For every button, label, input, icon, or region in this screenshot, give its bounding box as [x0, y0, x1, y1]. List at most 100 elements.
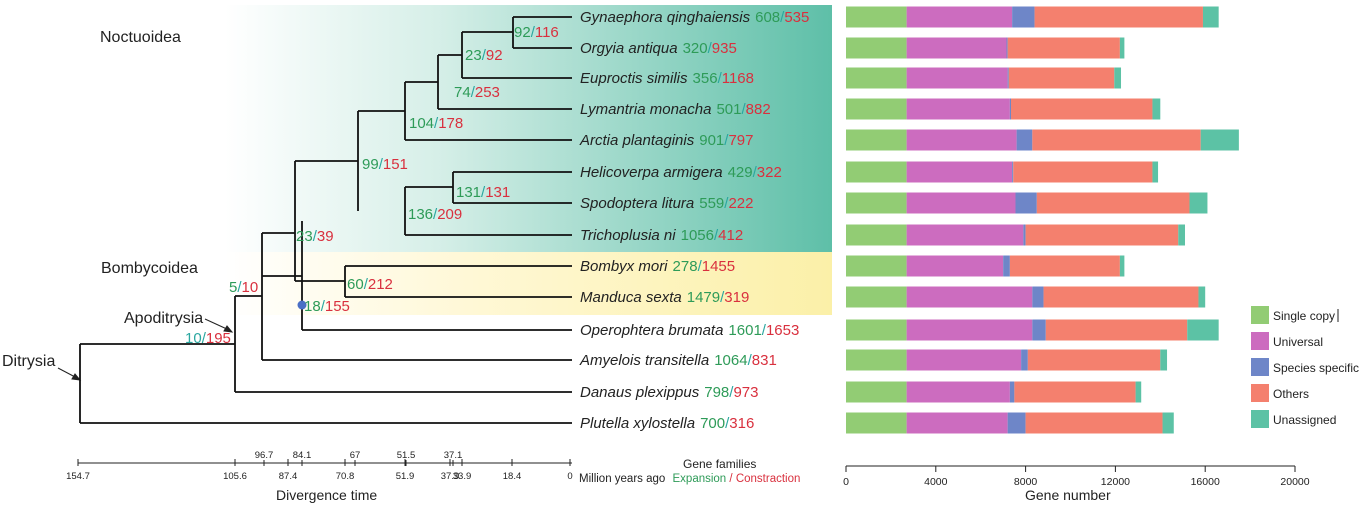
bar-segment-unassigned — [1119, 255, 1125, 277]
bar-segment-unassigned — [1200, 129, 1239, 151]
time-tick-label: 0 — [567, 471, 572, 482]
species-contraction: 1168 — [722, 70, 754, 87]
species-separator: / — [780, 9, 785, 26]
bar-segment-others — [1036, 192, 1190, 214]
bar-segment-universal — [906, 286, 1033, 308]
time-tick-label: 154.7 — [66, 471, 90, 482]
time-axis: 154.7 105.6 87.4 70.8 51.9 37.933.9 18.4 0 96.7 8… — [66, 450, 573, 482]
species-name: Arctia plantaginis — [579, 132, 695, 149]
bar-segment-single-copy — [846, 381, 907, 403]
bar-segment-universal — [906, 67, 1008, 89]
species-separator: / — [720, 289, 725, 306]
bar-legend: Single copy Universal Species specific Othe… — [1251, 306, 1359, 428]
species-contraction: 412 — [718, 227, 743, 244]
node-separator: / — [364, 276, 369, 293]
node-expansion: 99 — [362, 156, 379, 173]
species-name: Plutella xylostella — [580, 415, 695, 432]
bar-segment-single-copy — [846, 255, 907, 277]
clade-noctuoidea: Noctuoidea — [100, 29, 181, 46]
node-label-bm-ms: 60/212 — [347, 276, 393, 293]
time-upper-tick-label: 67 — [350, 450, 361, 461]
bar-segment-universal — [906, 129, 1017, 151]
species-label: Gynaephora qinghaiensis 608/535 — [580, 9, 809, 26]
species-contraction: 935 — [712, 40, 737, 57]
bar-segment-others — [1032, 129, 1201, 151]
gene-tick-label: 12000 — [1101, 476, 1130, 488]
legend-swatch — [1251, 410, 1269, 428]
gene-tick-label: 4000 — [924, 476, 948, 488]
bar-segment-single-copy — [846, 98, 907, 120]
node-label-macro: 23/39 — [296, 228, 334, 245]
node-expansion: 23 — [465, 47, 482, 64]
species-contraction: 535 — [784, 9, 809, 26]
species-expansion: 608 — [755, 9, 780, 26]
bar-segment-others — [1043, 286, 1199, 308]
legend-swatch — [1251, 332, 1269, 350]
bar-segment-species-specific — [1015, 192, 1037, 214]
unit-label: Million years ago — [579, 473, 665, 485]
bar-segment-universal — [906, 255, 1004, 277]
species-expansion: 700 — [700, 415, 725, 432]
node-expansion: 74 — [454, 84, 471, 101]
species-separator: / — [729, 384, 734, 401]
node-expansion: 104 — [409, 115, 434, 132]
species-name: Manduca sexta — [580, 289, 682, 306]
bar-segment-others — [1045, 319, 1188, 341]
bar-segment-species-specific — [1009, 98, 1012, 120]
node-expansion: 18 — [304, 298, 321, 315]
expansion-label: Expansion — [673, 473, 727, 485]
species-expansion: 320 — [683, 40, 708, 57]
node-label-noctuidae: 136/209 — [408, 206, 462, 223]
gene-tick-label: 20000 — [1280, 476, 1309, 488]
bar-segment-single-copy — [846, 129, 907, 151]
bar-segment-single-copy — [846, 349, 907, 371]
bar-segment-single-copy — [846, 6, 907, 28]
species-expansion: 1056 — [681, 227, 714, 244]
bar-segment-species-specific — [1009, 381, 1015, 403]
node-contraction: 178 — [438, 115, 463, 132]
bar-segment-single-copy — [846, 67, 907, 89]
node-separator: / — [237, 279, 242, 296]
node-contraction: 209 — [437, 206, 462, 223]
legend-swatch — [1251, 306, 1269, 324]
bar-segment-unassigned — [1189, 192, 1208, 214]
legend-label: Species specific — [1273, 361, 1359, 375]
bar-segment-single-copy — [846, 37, 907, 59]
species-contraction: 882 — [746, 101, 771, 118]
bar-segment-others — [1007, 37, 1120, 59]
species-name: Lymantria monacha — [580, 101, 711, 118]
node-expansion: 136 — [408, 206, 433, 223]
bar-segment-species-specific — [1003, 255, 1010, 277]
species-expansion: 1601 — [728, 322, 761, 339]
time-tick-label: 70.8 — [336, 471, 355, 482]
bar-segment-universal — [906, 349, 1022, 371]
bar-segment-unassigned — [1135, 381, 1142, 403]
bar-segment-others — [1025, 224, 1179, 246]
species-separator: / — [698, 258, 703, 275]
species-separator: / — [724, 132, 729, 149]
species-contraction: 316 — [729, 415, 754, 432]
bar-segment-others — [1027, 349, 1161, 371]
bar-segment-single-copy — [846, 224, 907, 246]
bar-segment-unassigned — [1152, 161, 1159, 183]
species-name: Bombyx mori — [580, 258, 668, 275]
bar-segment-universal — [906, 161, 1013, 183]
node-separator: / — [379, 156, 384, 173]
time-tick-label: 87.4 — [279, 471, 298, 482]
calibration-node-dot — [297, 300, 307, 310]
bar-segment-single-copy — [846, 161, 907, 183]
bar-segment-species-specific — [1023, 224, 1026, 246]
species-contraction: 797 — [728, 132, 753, 149]
gene-number-axis-title: Gene number — [1025, 487, 1111, 503]
species-separator: / — [708, 40, 713, 57]
bar-segment-species-specific — [1007, 412, 1026, 434]
node-contraction: 39 — [317, 228, 334, 245]
bar-segment-unassigned — [1160, 349, 1168, 371]
gene-number-bar-chart — [846, 6, 1239, 434]
species-label: Bombyx mori 278/1455 — [580, 258, 735, 275]
species-label: Manduca sexta 1479/319 — [580, 289, 749, 306]
node-expansion: 92 — [514, 24, 531, 41]
bar-segment-unassigned — [1114, 67, 1122, 89]
node-contraction: 195 — [206, 330, 231, 347]
